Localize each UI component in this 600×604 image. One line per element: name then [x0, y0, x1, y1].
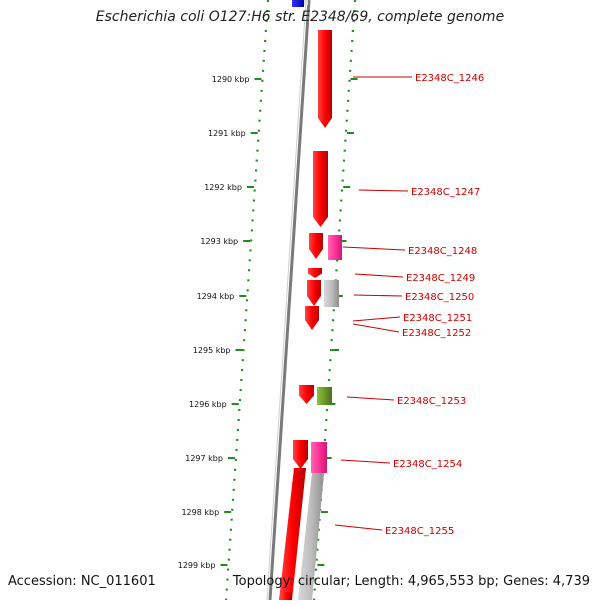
gene-feature-e2348c-1248a [309, 233, 323, 259]
gene-feature-e2348c-1249 [308, 268, 322, 278]
gene-label-leader [354, 273, 404, 278]
accession-label: Accession: NC_011601 [8, 574, 156, 589]
map-title: Escherichia coli O127:H6 str. E2348/69, … [95, 9, 505, 25]
gene-feature-e2348c-1246 [318, 30, 332, 128]
gene-feature-blue [292, 0, 304, 7]
gene-label-leader [346, 396, 395, 401]
gene-label-leader [352, 323, 400, 333]
gene-label: E2348C_1249 [406, 273, 475, 284]
scale-tick-label: 1297 kbp [185, 454, 223, 463]
gene-label: E2348C_1254 [393, 459, 462, 470]
gene-label-leader [353, 294, 403, 297]
gene-feature-e2348c-1254a [293, 440, 308, 469]
gene-feature-e2348c-1250a [307, 280, 321, 306]
inner-ring-dotted-line [224, 0, 270, 601]
gene-label-leader [342, 246, 406, 251]
gene-feature-partial [281, 592, 292, 600]
gene-label-leader [358, 189, 409, 192]
gene-label: E2348C_1253 [397, 396, 466, 407]
gene-label-leader [352, 316, 401, 322]
scale-tick-label: 1295 kbp [193, 346, 231, 355]
gene-feature-e2348c-1255 [298, 473, 324, 600]
gene-label: E2348C_1251 [403, 313, 472, 324]
gene-label: E2348C_1252 [402, 328, 471, 339]
scale-tick-label: 1296 kbp [189, 400, 227, 409]
gene-label: E2348C_1248 [408, 246, 477, 257]
gene-label: E2348C_1246 [415, 73, 484, 84]
gene-feature-e2348c-1254 [311, 442, 327, 473]
gene-label-leader [340, 459, 391, 464]
gene-feature-e2348c-1250 [324, 280, 339, 307]
scale-tick-label: 1298 kbp [181, 508, 219, 517]
gene-label-leader [334, 524, 383, 531]
scale-tick-label: 1299 kbp [178, 561, 216, 570]
gene-feature-e2348c-1248 [328, 235, 342, 260]
scale-tick-label: 1293 kbp [200, 237, 238, 246]
gene-feature-e2348c-1251 [305, 306, 319, 330]
scale-tick-label: 1292 kbp [204, 183, 242, 192]
gene-label: E2348C_1247 [411, 187, 480, 198]
backbone-highlight [266, 0, 307, 601]
gene-label: E2348C_1255 [385, 526, 454, 537]
scale-tick-label: 1291 kbp [208, 129, 246, 138]
genome-summary: Topology: circular; Length: 4,965,553 bp… [232, 574, 590, 589]
gene-feature-e2348c-1255a [279, 468, 306, 600]
gene-feature-e2348c-1247 [313, 151, 328, 227]
scale-tick-label: 1290 kbp [212, 75, 250, 84]
gene-feature-gray [304, 0, 308, 5]
backbone-line [268, 0, 311, 601]
scale-tick-label: 1294 kbp [197, 292, 235, 301]
gene-label: E2348C_1250 [405, 292, 474, 303]
gene-feature-e2348c-1253a [299, 385, 314, 404]
gene-feature-e2348c-1253 [317, 387, 332, 405]
